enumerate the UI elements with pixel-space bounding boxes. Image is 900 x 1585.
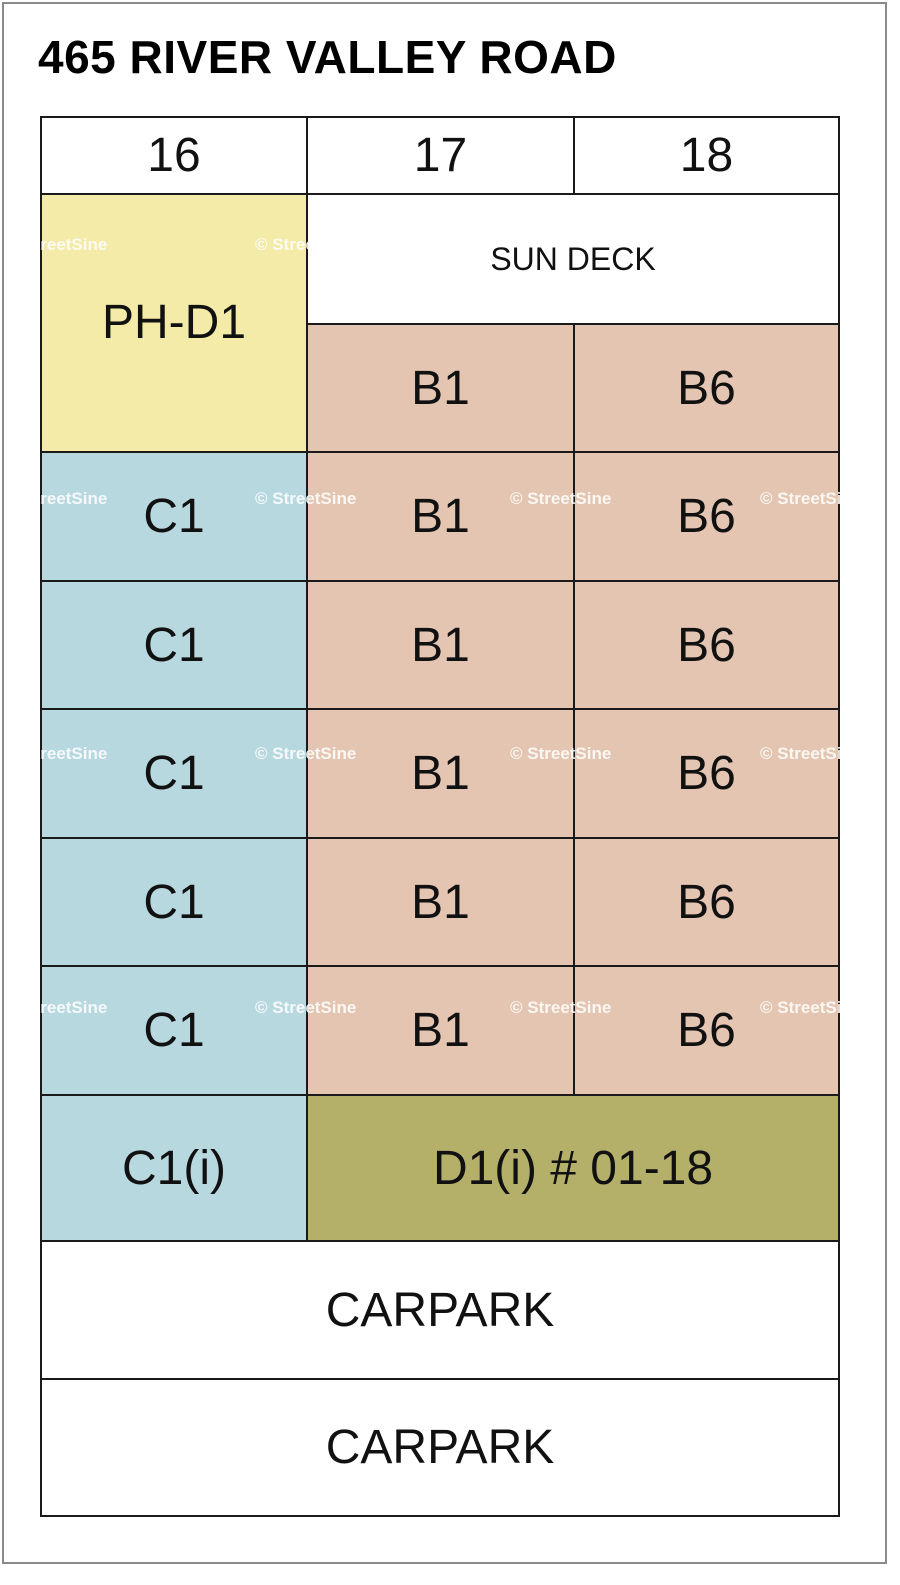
unit-b6: B6 xyxy=(573,708,840,839)
unit-c1: C1 xyxy=(40,708,308,839)
unit-ph-d1: PH-D1 xyxy=(40,193,308,453)
unit-b1: B1 xyxy=(306,580,575,710)
column-header-18: 18 xyxy=(573,116,840,195)
unit-c1: C1 xyxy=(40,451,308,582)
unit-b1: B1 xyxy=(306,708,575,839)
carpark-level: CARPARK xyxy=(40,1240,840,1380)
unit-c1: C1 xyxy=(40,580,308,710)
column-header-17: 17 xyxy=(306,116,575,195)
carpark-level: CARPARK xyxy=(40,1378,840,1517)
column-header-16: 16 xyxy=(40,116,308,195)
unit-b6: B6 xyxy=(573,580,840,710)
unit-d1i: D1(i) # 01-18 xyxy=(306,1094,840,1242)
unit-c1i: C1(i) xyxy=(40,1094,308,1242)
unit-b1: B1 xyxy=(306,323,575,453)
page-title: 465 RIVER VALLEY ROAD xyxy=(38,31,617,83)
unit-c1: C1 xyxy=(40,837,308,967)
unit-b1: B1 xyxy=(306,965,575,1096)
unit-b6: B6 xyxy=(573,451,840,582)
unit-b6: B6 xyxy=(573,323,840,453)
page-frame xyxy=(2,2,887,1564)
unit-b1: B1 xyxy=(306,451,575,582)
unit-b6: B6 xyxy=(573,837,840,967)
sun-deck: SUN DECK xyxy=(306,193,840,325)
unit-b6: B6 xyxy=(573,965,840,1096)
unit-b1: B1 xyxy=(306,837,575,967)
unit-c1: C1 xyxy=(40,965,308,1096)
